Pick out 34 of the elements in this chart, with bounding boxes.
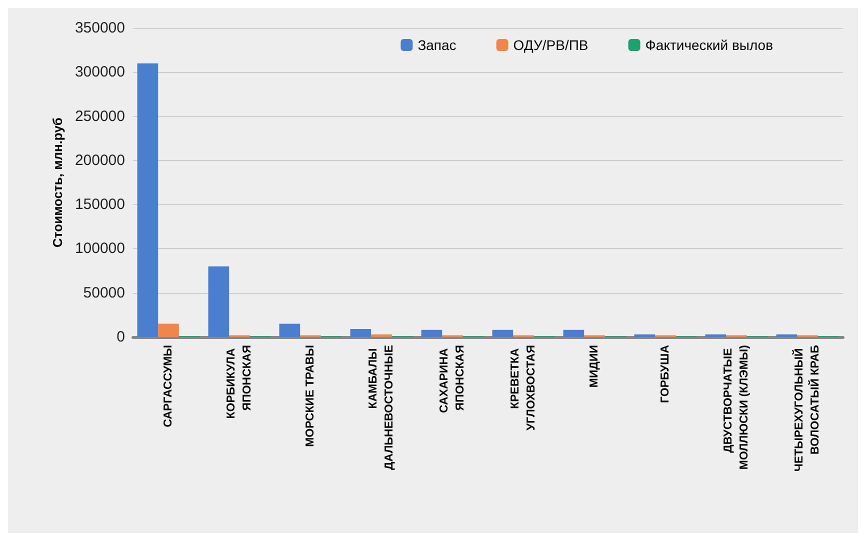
y-tick-label: 300000 — [74, 64, 125, 81]
y-tick-label: 0 — [116, 328, 125, 346]
x-tick-label: САХАРИНА ЯПОНСКАЯ — [438, 345, 466, 414]
bar — [279, 324, 300, 337]
bar — [776, 334, 798, 337]
bar — [208, 266, 230, 337]
bar — [371, 334, 392, 337]
y-tick-label: 50000 — [83, 284, 125, 302]
x-tick-label: КОРБИКУЛА ЯПОНСКАЯ — [226, 345, 254, 419]
y-tick-label: 200000 — [74, 152, 125, 169]
y-tick-label: 150000 — [74, 196, 125, 214]
bar — [634, 334, 656, 337]
x-tick-label: КАМБАЛЫ ДАЛЬНЕВОСТОЧНЫЕ — [368, 344, 396, 470]
legend-label: ОДУ/РВ/ПВ — [513, 37, 588, 53]
y-axis-title: Стоимость, млн.руб — [50, 118, 66, 248]
legend-label: Запас — [418, 37, 456, 53]
x-tick-label: САРГАССУМЫ — [162, 345, 174, 428]
bar — [563, 330, 584, 337]
bar — [705, 334, 726, 337]
y-tick-label: 350000 — [74, 20, 125, 36]
bar — [158, 324, 179, 337]
x-tick-label: МИДИИ — [588, 345, 600, 388]
bar — [421, 330, 442, 337]
x-tick-label: МОРСКИЕ ТРАВЫ — [304, 345, 316, 447]
bar — [492, 330, 514, 337]
legend-label: Фактический вылов — [645, 37, 774, 53]
x-tick-label: КРЕВЕТКА УГЛОХВОСТАЯ — [510, 345, 538, 430]
bar — [350, 329, 372, 337]
bar — [137, 63, 158, 337]
x-tick-label: ГОРБУША — [660, 345, 672, 403]
x-tick-label: ДВУСТВОРЧАТЫЕ МОЛЛЮСКИ (КЛЭМЫ) — [722, 344, 750, 470]
y-tick-label: 100000 — [74, 240, 125, 258]
x-tick-label: ЧЕТЫРЕХУГОЛЬНЫЙ ВОЛОСАТЫЙ КРАБ — [792, 345, 822, 472]
y-tick-label: 250000 — [74, 108, 125, 125]
